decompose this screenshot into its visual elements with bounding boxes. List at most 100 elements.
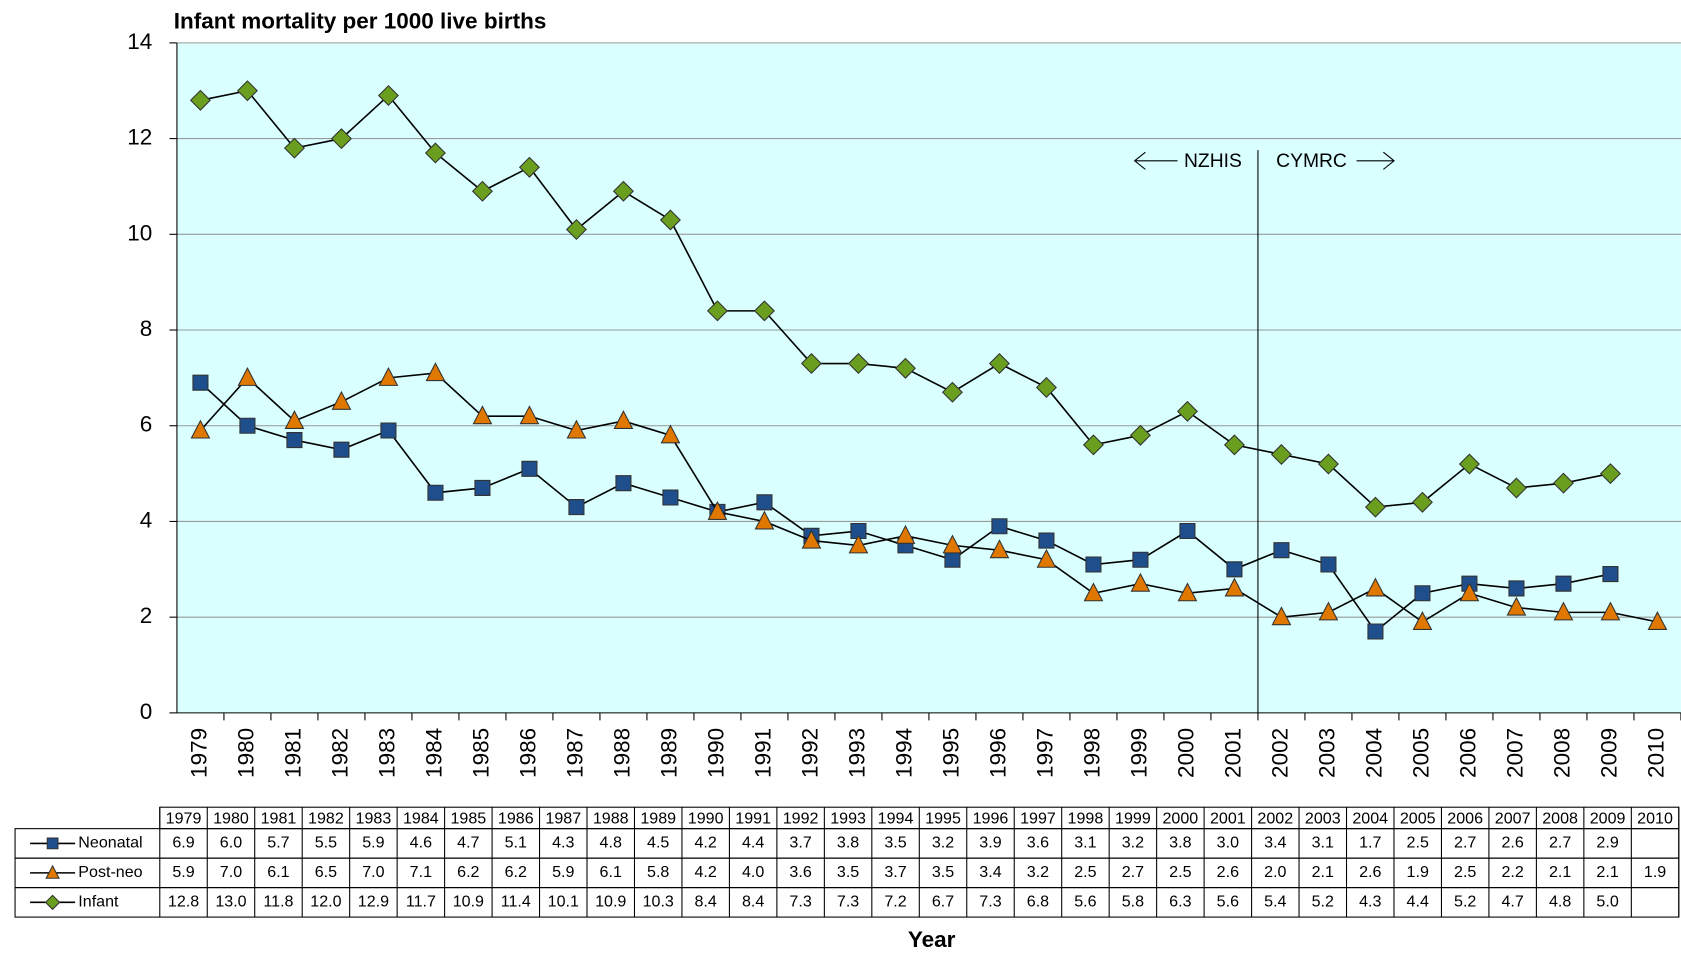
table-value: 2.6 bbox=[1501, 834, 1523, 852]
x-tick-label: 2003 bbox=[1314, 728, 1339, 778]
table-value: 3.6 bbox=[1027, 834, 1049, 852]
x-tick-label: 2006 bbox=[1455, 728, 1480, 778]
table-value: 7.1 bbox=[410, 863, 432, 881]
table-value: 5.8 bbox=[1122, 893, 1144, 911]
marker bbox=[941, 381, 963, 403]
table-value: 2.7 bbox=[1122, 863, 1144, 881]
x-tick-label: 1997 bbox=[1032, 728, 1057, 778]
table-header: 1996 bbox=[973, 809, 1009, 827]
table-value: 7.3 bbox=[979, 893, 1001, 911]
table-value: 1.9 bbox=[1407, 863, 1429, 881]
marker bbox=[1458, 453, 1480, 475]
marker bbox=[848, 534, 869, 554]
marker bbox=[286, 432, 303, 449]
plot-area bbox=[176, 42, 1681, 713]
table-value: 10.1 bbox=[548, 893, 579, 911]
x-tick-label: 1987 bbox=[562, 728, 587, 778]
marker bbox=[330, 128, 352, 150]
table-header: 2008 bbox=[1542, 809, 1578, 827]
marker bbox=[1365, 577, 1386, 597]
marker bbox=[989, 539, 1010, 559]
marker bbox=[1270, 443, 1292, 465]
table-value: 2.6 bbox=[1359, 863, 1381, 881]
table-value: 3.7 bbox=[884, 863, 906, 881]
table-value: 4.7 bbox=[1501, 893, 1523, 911]
marker bbox=[707, 500, 728, 520]
marker bbox=[1129, 424, 1151, 446]
marker bbox=[1555, 575, 1572, 592]
table-header: 2004 bbox=[1352, 809, 1388, 827]
annotation: NZHIS bbox=[1184, 151, 1242, 172]
table-header: 1990 bbox=[688, 809, 724, 827]
table-value: 5.0 bbox=[1596, 893, 1618, 911]
table-value: 2.1 bbox=[1549, 863, 1571, 881]
table-value: 4.4 bbox=[742, 834, 764, 852]
table-header: 2000 bbox=[1163, 809, 1199, 827]
marker bbox=[1414, 585, 1431, 602]
marker bbox=[378, 366, 399, 386]
marker bbox=[1505, 477, 1527, 499]
table-value: 12.8 bbox=[168, 893, 199, 911]
table-value: 10.9 bbox=[453, 893, 484, 911]
marker bbox=[519, 405, 540, 425]
table-value: 4.6 bbox=[410, 834, 432, 852]
table-header: 1979 bbox=[166, 809, 202, 827]
table-value: 2.0 bbox=[1264, 863, 1286, 881]
marker bbox=[1038, 532, 1055, 549]
marker bbox=[1552, 472, 1574, 494]
marker bbox=[753, 300, 775, 322]
table-value: 7.0 bbox=[220, 863, 242, 881]
marker bbox=[1177, 582, 1198, 602]
table-row bbox=[14, 887, 1680, 918]
marker bbox=[1318, 601, 1339, 621]
x-tick-label: 1990 bbox=[703, 728, 728, 778]
marker bbox=[894, 357, 916, 379]
marker bbox=[424, 142, 446, 164]
marker bbox=[800, 353, 822, 375]
marker bbox=[1085, 556, 1102, 573]
table-value: 1.7 bbox=[1359, 834, 1381, 852]
marker bbox=[1320, 556, 1337, 573]
table-value: 5.4 bbox=[1264, 893, 1286, 911]
marker bbox=[566, 419, 587, 439]
table-value: 3.9 bbox=[979, 834, 1001, 852]
table-value: 12.0 bbox=[310, 893, 341, 911]
marker bbox=[942, 534, 963, 554]
x-tick-label: 1985 bbox=[468, 728, 493, 778]
marker bbox=[660, 424, 681, 444]
table-value: 4.8 bbox=[1549, 893, 1571, 911]
marker bbox=[1271, 606, 1292, 626]
table-value: 10.9 bbox=[595, 893, 626, 911]
table-value: 5.9 bbox=[172, 863, 194, 881]
table-value: 6.2 bbox=[505, 863, 527, 881]
x-tick-label: 1986 bbox=[515, 728, 540, 778]
table-header: 2001 bbox=[1210, 809, 1246, 827]
table-value: 4.7 bbox=[457, 834, 479, 852]
table-header: 1981 bbox=[261, 809, 297, 827]
x-tick-label: 1992 bbox=[797, 728, 822, 778]
x-tick-label: 1989 bbox=[656, 728, 681, 778]
table-header: 2003 bbox=[1305, 809, 1341, 827]
marker bbox=[659, 209, 681, 231]
marker bbox=[801, 529, 822, 549]
marker bbox=[427, 484, 444, 501]
x-tick-label: 2000 bbox=[1173, 728, 1198, 778]
table-value: 3.1 bbox=[1312, 834, 1334, 852]
table-value: 5.2 bbox=[1312, 893, 1334, 911]
table-value: 5.1 bbox=[505, 834, 527, 852]
marker bbox=[284, 410, 305, 429]
marker bbox=[189, 89, 211, 111]
table-value: 2.5 bbox=[1074, 863, 1096, 881]
marker bbox=[471, 180, 493, 202]
table-value: 4.3 bbox=[552, 834, 574, 852]
table-header: 1999 bbox=[1115, 809, 1151, 827]
legend-label: Neonatal bbox=[78, 834, 142, 852]
marker bbox=[756, 494, 773, 511]
x-tick-label: 1982 bbox=[327, 728, 352, 778]
marker bbox=[472, 405, 493, 425]
x-tick-label: 1984 bbox=[421, 728, 446, 778]
marker bbox=[1600, 601, 1621, 621]
table-value: 3.2 bbox=[1027, 863, 1049, 881]
table-value: 2.1 bbox=[1596, 863, 1618, 881]
